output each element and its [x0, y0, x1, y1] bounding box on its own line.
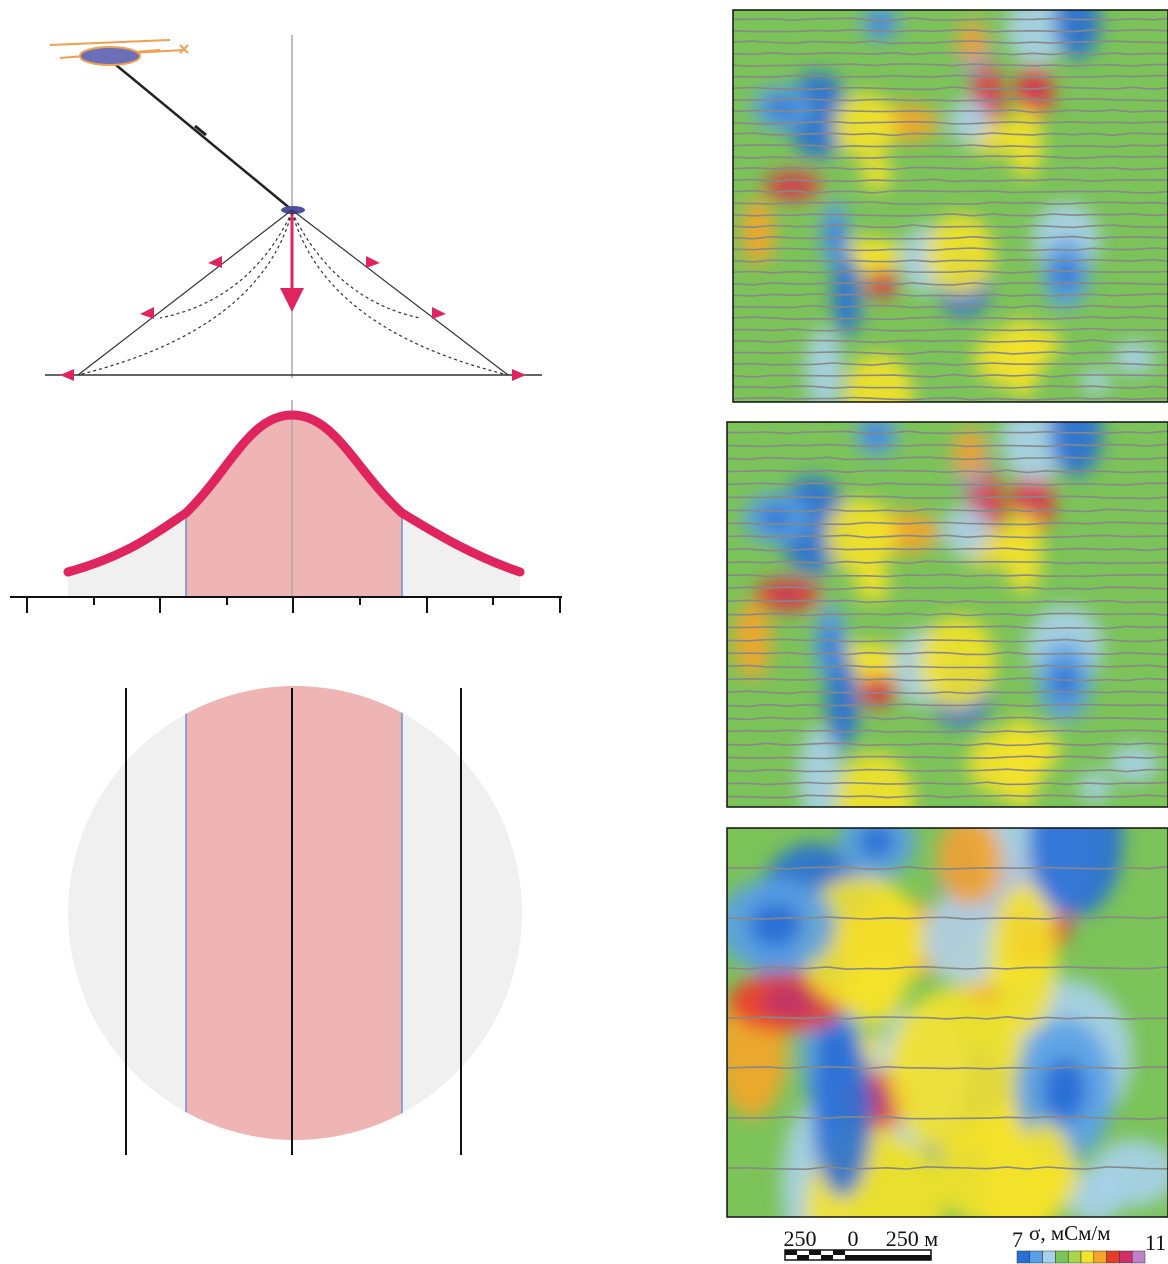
- swatch: [1132, 1251, 1145, 1263]
- swatch: [1068, 1251, 1081, 1263]
- shape: [833, 1250, 845, 1255]
- anomaly: [834, 93, 896, 158]
- shape: [27, 597, 560, 613]
- shape: [80, 47, 140, 65]
- shape: [857, 1255, 931, 1260]
- scale-bar: 250 0 250 м: [784, 1226, 939, 1260]
- anomaly: [855, 239, 902, 271]
- shape: [845, 1255, 857, 1260]
- anomaly-core: [1052, 664, 1077, 700]
- shape: [809, 1250, 821, 1255]
- anomaly: [861, 157, 892, 191]
- footprint-edge: [292, 210, 508, 375]
- swatch: [1043, 1251, 1056, 1263]
- swatch: [1017, 1251, 1030, 1263]
- colorbar-min: 7: [1012, 1227, 1023, 1252]
- shape: [512, 369, 526, 381]
- anomaly-core: [823, 625, 838, 662]
- shape: [797, 1255, 809, 1260]
- page: 250 0 250 м 7 σ, мСм/м 11 (() => { const…: [0, 0, 1168, 1264]
- shape: [180, 45, 188, 53]
- map-background: [733, 10, 1168, 402]
- conductivity-map: [733, 0, 1168, 437]
- colorbar-swatches: [1017, 1251, 1145, 1263]
- maps: [716, 0, 1168, 1264]
- tow-cable: [110, 60, 292, 210]
- shape: [208, 256, 222, 268]
- figure: 250 0 250 м 7 σ, мСм/м 11: [0, 0, 1168, 1264]
- shape: [432, 307, 446, 319]
- anomaly-core: [761, 989, 815, 1016]
- swatch: [1107, 1251, 1120, 1263]
- shape: [60, 369, 74, 381]
- anomaly: [1110, 745, 1158, 782]
- shape: [785, 1250, 797, 1255]
- anomaly: [1114, 341, 1156, 374]
- shape: [366, 256, 380, 268]
- anomaly: [1005, 510, 1043, 594]
- anomaly: [1017, 1123, 1071, 1194]
- shape: [821, 1255, 833, 1260]
- swatch: [1094, 1251, 1107, 1263]
- scale-label: 250: [784, 1226, 817, 1251]
- swatch: [1055, 1251, 1068, 1263]
- conductivity-map: [716, 763, 1168, 1264]
- anomaly-core: [1025, 81, 1043, 105]
- colorbar-title: σ, мСм/м: [1029, 1221, 1111, 1245]
- anomaly-core: [859, 824, 894, 858]
- swatch: [1081, 1251, 1094, 1263]
- sensitivity-curve: [10, 400, 562, 613]
- survey-sketch: [45, 35, 542, 381]
- anomaly: [888, 987, 1026, 1155]
- shape: [140, 307, 154, 319]
- swatch: [1030, 1251, 1043, 1263]
- shape: [186, 680, 402, 1150]
- anomaly-core: [1055, 258, 1077, 290]
- helicopter: [50, 40, 188, 65]
- anomaly: [1082, 368, 1110, 395]
- anomaly: [741, 198, 775, 265]
- scale-label: 250 м: [886, 1226, 939, 1251]
- anomaly-core: [867, 426, 886, 445]
- shape: [186, 415, 402, 597]
- anomaly: [919, 616, 996, 709]
- anomaly-core: [869, 684, 886, 698]
- footprint-edge: [78, 210, 292, 375]
- colorbar: 7 σ, мСм/м 11: [1012, 1221, 1166, 1263]
- anomaly-core: [749, 904, 803, 946]
- anomaly-core: [872, 15, 889, 32]
- anomaly: [948, 99, 990, 144]
- anomaly: [1029, 730, 1059, 770]
- footprint-plan: [68, 680, 522, 1155]
- anomaly: [1033, 326, 1060, 361]
- anomaly: [826, 654, 860, 750]
- scale-label: 0: [848, 1226, 859, 1251]
- anomaly-core: [828, 219, 841, 251]
- anomaly: [957, 21, 989, 65]
- colorbar-max: 11: [1145, 1230, 1166, 1255]
- conductivity-map: [727, 391, 1168, 848]
- anomaly: [812, 1025, 872, 1197]
- swatch: [1119, 1251, 1132, 1263]
- shape: [50, 40, 170, 45]
- anomaly-core: [761, 506, 791, 529]
